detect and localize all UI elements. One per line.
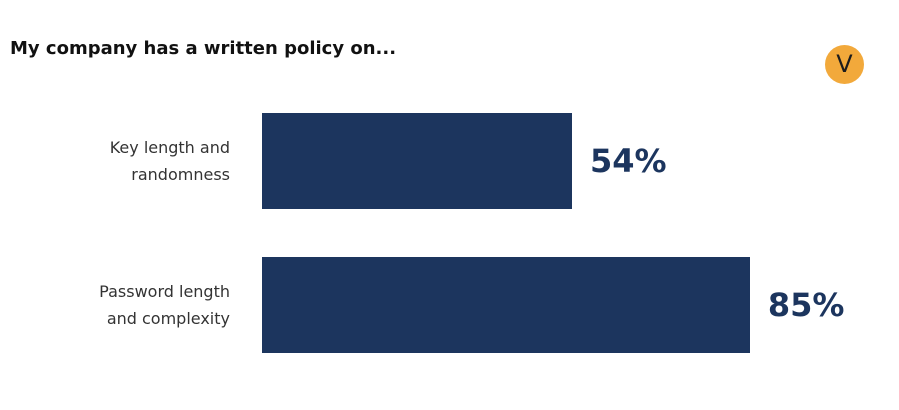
category-label: Password length and complexity [99, 282, 230, 328]
chart-title: My company has a written policy on... [10, 38, 397, 59]
value-label: 54% [589, 142, 667, 180]
value-label: 85% [767, 286, 845, 324]
bar [262, 257, 750, 353]
bar [262, 113, 572, 209]
logo: V [825, 45, 864, 84]
category-label: Key length and randomness [109, 138, 230, 184]
